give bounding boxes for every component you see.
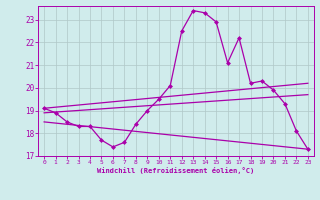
X-axis label: Windchill (Refroidissement éolien,°C): Windchill (Refroidissement éolien,°C) <box>97 167 255 174</box>
